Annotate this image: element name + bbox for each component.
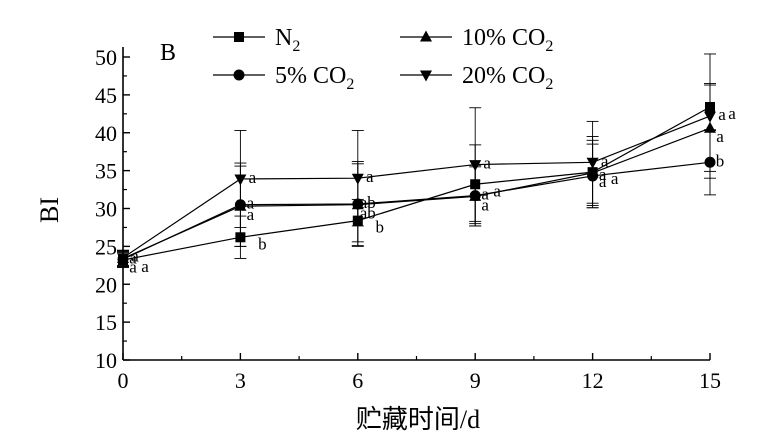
significance-label-n2: a bbox=[611, 169, 619, 188]
significance-label-co2_5: a bbox=[481, 185, 489, 204]
data-point-co2_10 bbox=[469, 189, 482, 201]
x-tick-label: 12 bbox=[582, 368, 604, 393]
y-tick-label: 10 bbox=[95, 348, 117, 373]
error-bars-layer bbox=[117, 53, 716, 269]
data-point-n2 bbox=[352, 215, 363, 226]
series-lines-layer bbox=[122, 106, 711, 261]
markers-layer bbox=[117, 101, 716, 266]
significance-label-co2_10: a bbox=[247, 205, 255, 224]
data-point-co2_20 bbox=[704, 111, 716, 123]
legend-marker bbox=[420, 30, 432, 42]
significance-label-n2: a bbox=[493, 181, 501, 200]
legend-label: 20% CO2 bbox=[462, 63, 553, 93]
legend-marker bbox=[234, 32, 244, 42]
data-point-co2_10 bbox=[234, 199, 247, 211]
data-point-co2_20 bbox=[469, 160, 482, 172]
legend-item-co2_5: 5% CO2 bbox=[213, 63, 354, 93]
x-tick-label: 9 bbox=[470, 368, 481, 393]
x-tick-label: 6 bbox=[352, 368, 363, 393]
series-line-n2 bbox=[122, 106, 711, 261]
significance-label-co2_20: a bbox=[718, 105, 726, 124]
significance-label-co2_20: a bbox=[249, 168, 257, 187]
data-point-co2_5 bbox=[704, 156, 716, 168]
y-tick-label: 30 bbox=[95, 197, 117, 222]
significance-label-co2_20: a bbox=[366, 167, 374, 186]
significance-label-n2: b bbox=[376, 218, 385, 237]
data-point-co2_20 bbox=[586, 157, 599, 169]
data-point-co2_20 bbox=[351, 173, 364, 185]
series-line-co2_20 bbox=[122, 115, 711, 259]
legend: N2 5% CO2 10% CO2 20% CO2 bbox=[213, 25, 553, 93]
x-axis-title: 贮藏时间/d bbox=[356, 405, 480, 434]
significance-label-co2_5: a bbox=[129, 248, 137, 267]
y-tick-label: 40 bbox=[95, 121, 117, 146]
significance-label-co2_10: a bbox=[716, 127, 724, 146]
significance-label-n2: a bbox=[728, 104, 736, 123]
legend-label: N2 bbox=[275, 25, 300, 55]
significance-label-co2_10: a bbox=[129, 257, 137, 276]
legend-marker bbox=[420, 70, 432, 82]
x-tick-label: 0 bbox=[118, 368, 129, 393]
significance-label-co2_10: a bbox=[481, 195, 489, 214]
significance-label-co2_5: ab bbox=[360, 193, 376, 212]
y-tick-label: 50 bbox=[95, 45, 117, 70]
data-point-n2 bbox=[705, 101, 715, 112]
data-point-co2_20 bbox=[234, 174, 247, 186]
legend-label-subscript: 2 bbox=[292, 38, 300, 55]
significance-label-co2_20: a bbox=[601, 151, 609, 170]
legend-label: 10% CO2 bbox=[462, 25, 553, 55]
data-point-co2_10 bbox=[704, 121, 716, 133]
legend-item-n2: N2 bbox=[213, 25, 300, 55]
y-tick-label: 35 bbox=[95, 159, 117, 184]
panel-label: B bbox=[160, 40, 176, 66]
data-point-n2 bbox=[235, 232, 246, 243]
y-tick-label: 45 bbox=[95, 83, 117, 108]
significance-label-n2: b bbox=[258, 234, 267, 253]
legend-item-co2_20: 20% CO2 bbox=[400, 63, 553, 93]
legend-marker bbox=[233, 69, 245, 81]
y-tick-label: 15 bbox=[95, 310, 117, 335]
significance-label-co2_10: a bbox=[599, 172, 607, 191]
legend-label-subscript: 2 bbox=[346, 76, 354, 93]
data-point-co2_10 bbox=[351, 198, 364, 210]
significance-label-co2_5: a bbox=[599, 165, 607, 184]
legend-item-co2_10: 10% CO2 bbox=[400, 25, 553, 55]
significance-label-co2_20: a bbox=[483, 154, 491, 173]
axes-layer: 10 15 20 25 30 35 40 45 50 0 3 6 9 12 15 bbox=[95, 45, 721, 393]
legend-label-subscript: 2 bbox=[545, 76, 553, 93]
data-point-n2 bbox=[470, 179, 481, 190]
data-point-co2_10 bbox=[586, 166, 599, 178]
significance-label-co2_5: b bbox=[716, 151, 725, 170]
significance-label-co2_10: ab bbox=[360, 204, 376, 223]
legend-label-subscript: 2 bbox=[545, 38, 553, 55]
x-tick-label: 15 bbox=[699, 368, 721, 393]
y-tick-label: 20 bbox=[95, 272, 117, 297]
significance-label-co2_20: a bbox=[131, 247, 139, 266]
legend-label: 5% CO2 bbox=[275, 63, 354, 93]
series-line-co2_5 bbox=[122, 161, 711, 260]
series-line-co2_10 bbox=[122, 127, 711, 260]
significance-label-n2: a bbox=[141, 257, 149, 276]
y-tick-label: 25 bbox=[95, 234, 117, 259]
significance-label-co2_5: a bbox=[247, 194, 255, 213]
y-axis-title: BI bbox=[35, 197, 64, 223]
x-tick-label: 3 bbox=[235, 368, 246, 393]
